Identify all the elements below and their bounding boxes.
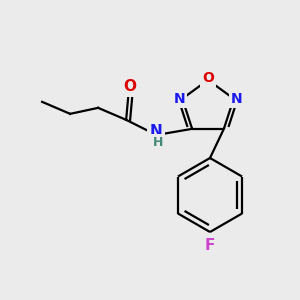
Text: O: O: [124, 79, 136, 94]
Text: F: F: [205, 238, 215, 253]
Text: H: H: [153, 136, 163, 149]
Text: N: N: [173, 92, 185, 106]
Text: N: N: [150, 124, 163, 139]
Text: O: O: [202, 71, 214, 85]
Text: N: N: [231, 92, 242, 106]
